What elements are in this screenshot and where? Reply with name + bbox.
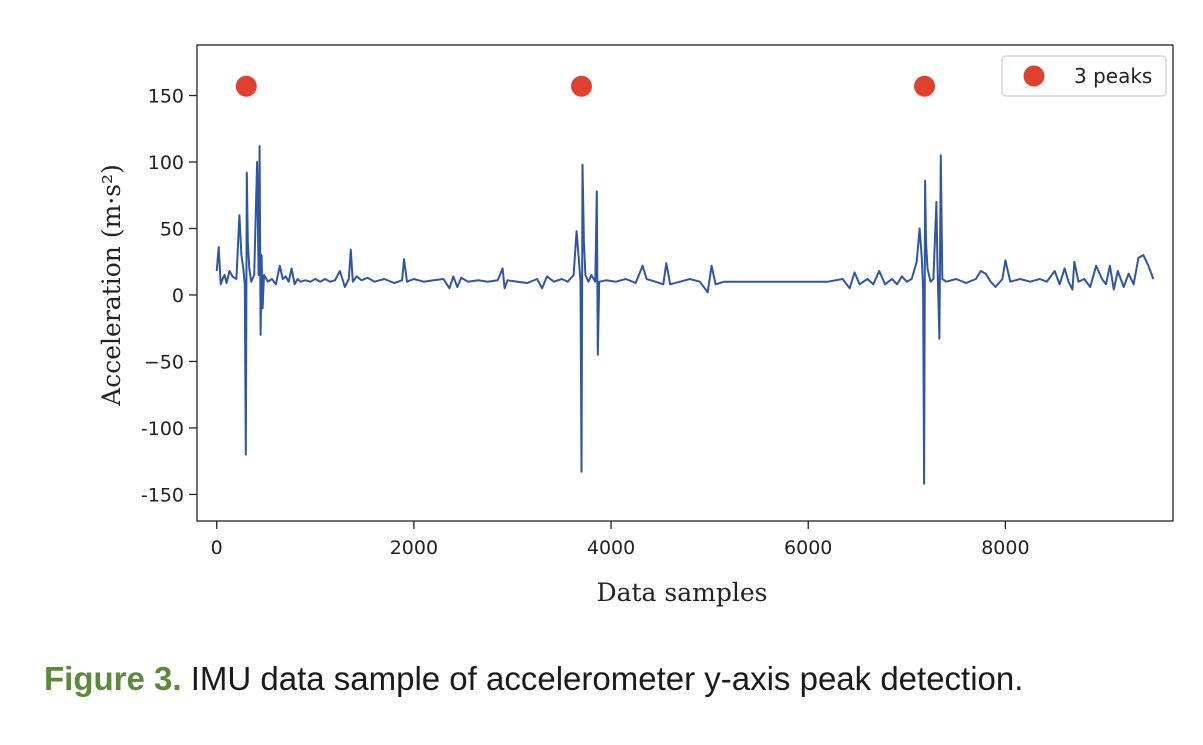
caption-text: IMU data sample of accelerometer y-axis … xyxy=(181,660,1024,697)
y-tick-label: 0 xyxy=(172,285,184,307)
legend-label: 3 peaks xyxy=(1074,64,1152,88)
chart: 150 100 50 0 −50 -100 -150 0 2000 4000 6000 8000 3… xyxy=(97,44,1174,607)
x-tick-label: 6000 xyxy=(784,537,832,559)
peak-marker xyxy=(570,75,592,97)
figure-label: Figure 3. xyxy=(44,660,182,697)
x-axis-title: Data samples xyxy=(597,578,768,607)
plot-frame xyxy=(196,44,1174,522)
peak-marker xyxy=(235,75,257,97)
legend-box xyxy=(1001,55,1167,97)
x-tick-label: 2000 xyxy=(390,537,438,559)
x-tick-label: 4000 xyxy=(587,537,635,559)
y-tick-label: 100 xyxy=(148,152,184,174)
x-tick-label: 0 xyxy=(211,537,223,559)
y-tick-label: 150 xyxy=(148,86,184,108)
y-axis: 150 100 50 0 −50 -100 -150 xyxy=(141,86,197,506)
series-line xyxy=(215,145,1155,485)
y-tick-label: -100 xyxy=(141,418,184,440)
peak-markers xyxy=(235,75,936,97)
legend: 3 peaks xyxy=(1001,55,1167,97)
y-axis-title: Acceleration (m·s²) xyxy=(97,164,126,407)
figure-caption: Figure 3. IMU data sample of acceleromet… xyxy=(44,660,1023,698)
y-tick-label: −50 xyxy=(144,351,184,373)
legend-marker xyxy=(1023,65,1045,87)
y-tick-label: 50 xyxy=(160,218,184,240)
x-axis: 0 2000 4000 6000 8000 xyxy=(211,521,1030,559)
peak-marker xyxy=(914,75,936,97)
x-tick-label: 8000 xyxy=(981,537,1029,559)
y-tick-label: -150 xyxy=(141,484,184,506)
